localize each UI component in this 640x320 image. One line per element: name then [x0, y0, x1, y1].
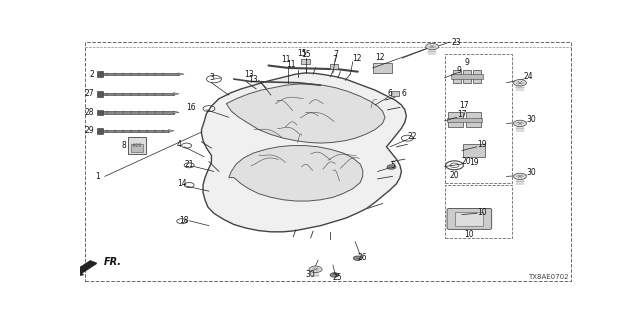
Polygon shape — [173, 111, 179, 114]
Bar — [103, 92, 174, 95]
Bar — [447, 118, 482, 122]
Bar — [97, 128, 103, 133]
Bar — [301, 59, 310, 64]
Text: 2: 2 — [89, 70, 94, 79]
Text: 5: 5 — [390, 161, 395, 170]
Polygon shape — [227, 84, 385, 143]
Bar — [466, 112, 481, 127]
Text: 15: 15 — [301, 50, 310, 59]
Bar — [97, 71, 103, 77]
Bar — [392, 92, 399, 96]
Text: 19: 19 — [470, 158, 479, 167]
Circle shape — [330, 273, 339, 277]
Text: 6: 6 — [401, 89, 406, 98]
Bar — [448, 112, 463, 127]
Text: 30: 30 — [527, 168, 536, 177]
Text: 17: 17 — [457, 110, 467, 119]
Bar — [128, 137, 146, 155]
Circle shape — [513, 173, 526, 180]
Bar — [330, 64, 339, 69]
Text: 12: 12 — [352, 54, 362, 63]
Text: 12: 12 — [375, 53, 385, 62]
Bar — [103, 73, 179, 75]
Text: 10: 10 — [477, 208, 486, 217]
Bar — [103, 130, 169, 132]
Bar — [131, 144, 143, 153]
Text: 20: 20 — [450, 172, 460, 180]
Text: 11: 11 — [281, 55, 291, 64]
Text: 19: 19 — [477, 140, 486, 149]
Text: 23: 23 — [451, 37, 461, 47]
Text: 20: 20 — [462, 157, 472, 166]
Text: 21: 21 — [184, 160, 194, 169]
Text: 28: 28 — [84, 108, 94, 117]
Text: 9: 9 — [457, 66, 462, 75]
Circle shape — [513, 120, 526, 127]
Polygon shape — [178, 73, 184, 75]
Bar — [451, 74, 483, 79]
Text: TX8AE0702: TX8AE0702 — [528, 274, 568, 280]
Text: 26: 26 — [358, 253, 367, 262]
Bar — [97, 91, 103, 97]
Text: 16: 16 — [187, 103, 196, 112]
Polygon shape — [229, 146, 363, 201]
Circle shape — [309, 266, 322, 273]
Circle shape — [513, 80, 526, 86]
Circle shape — [426, 43, 438, 50]
Text: 29: 29 — [84, 126, 94, 135]
Text: 30: 30 — [527, 115, 536, 124]
Text: FR.: FR. — [103, 257, 122, 267]
Bar — [463, 144, 485, 157]
Text: 14: 14 — [177, 179, 186, 188]
Text: 17: 17 — [460, 101, 469, 110]
Bar — [453, 70, 461, 83]
Bar — [103, 111, 174, 114]
Bar — [372, 63, 392, 73]
Bar — [97, 110, 103, 115]
FancyBboxPatch shape — [447, 208, 492, 229]
Text: 10: 10 — [465, 230, 474, 239]
Text: 24: 24 — [524, 72, 534, 81]
Circle shape — [387, 165, 396, 169]
Text: 30: 30 — [306, 270, 316, 279]
Text: 4: 4 — [177, 140, 182, 149]
Text: 22: 22 — [408, 132, 417, 141]
Bar — [456, 212, 483, 226]
Bar — [445, 185, 511, 238]
FancyArrow shape — [72, 261, 97, 276]
Text: 3: 3 — [209, 73, 214, 82]
Text: 13: 13 — [244, 70, 253, 79]
Circle shape — [353, 256, 362, 260]
Text: 6: 6 — [388, 89, 392, 98]
Text: 25: 25 — [333, 273, 342, 282]
Polygon shape — [202, 73, 406, 232]
Text: 7: 7 — [332, 54, 337, 64]
Text: 11: 11 — [286, 60, 295, 69]
Text: 9: 9 — [465, 58, 469, 67]
Text: 7: 7 — [333, 50, 338, 59]
Text: 18: 18 — [179, 216, 189, 225]
Polygon shape — [168, 130, 174, 132]
Text: #26: #26 — [132, 143, 142, 148]
Bar — [473, 70, 481, 83]
Text: 15: 15 — [298, 49, 307, 58]
Text: 13: 13 — [249, 75, 259, 84]
Text: 8: 8 — [122, 141, 126, 150]
Bar — [463, 70, 471, 83]
Polygon shape — [173, 92, 179, 95]
Text: 27: 27 — [84, 89, 94, 98]
Text: 1: 1 — [95, 172, 100, 181]
Bar — [445, 54, 511, 182]
